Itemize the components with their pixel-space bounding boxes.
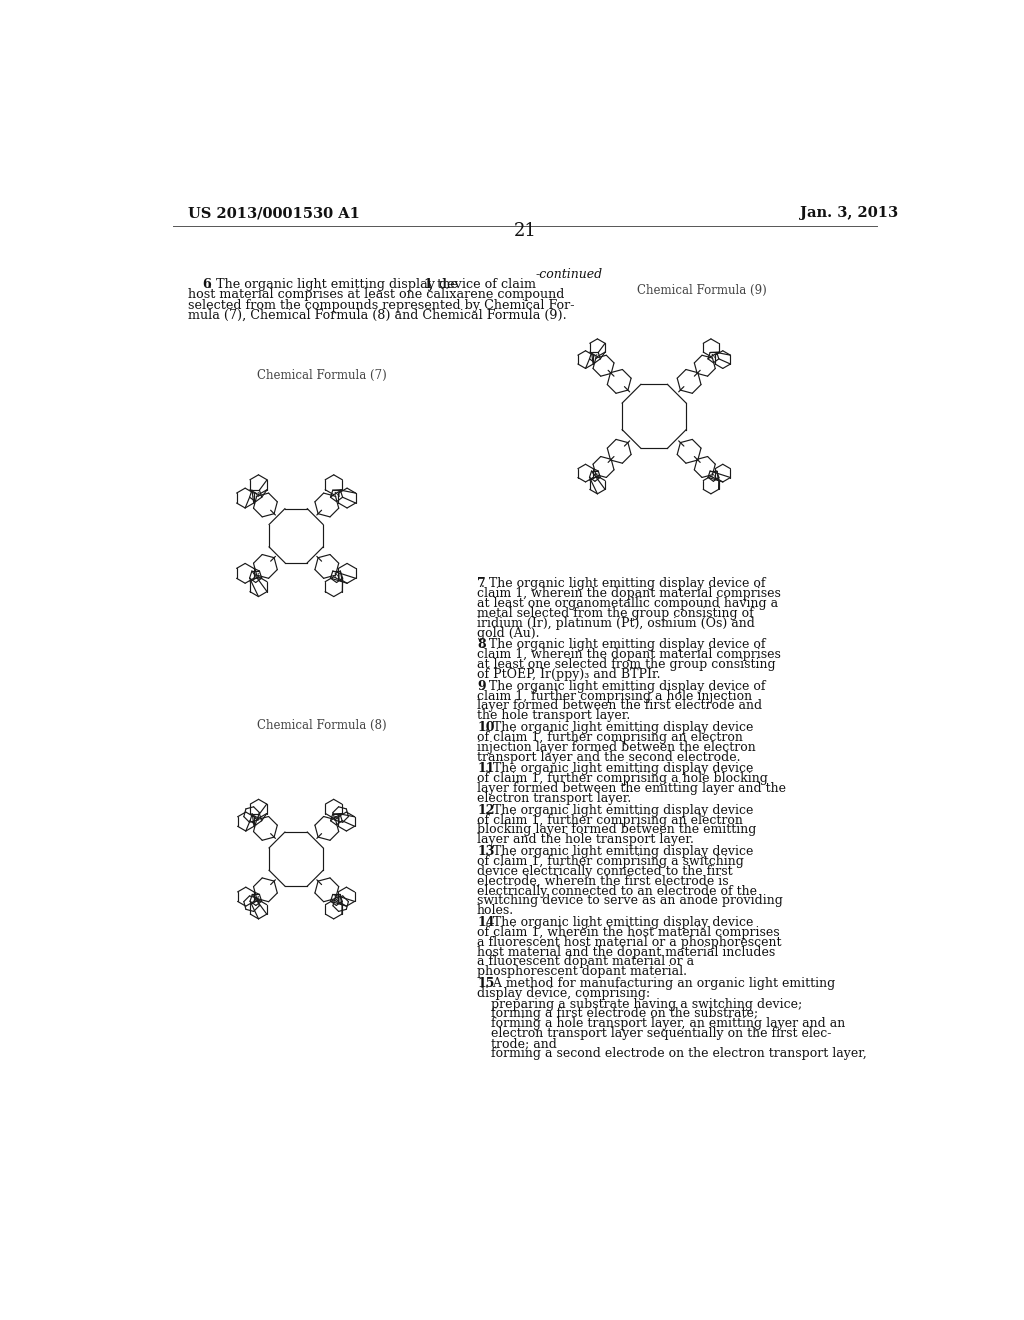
Text: host material and the dopant material includes: host material and the dopant material in… (477, 945, 775, 958)
Text: . The organic light emitting display device of: . The organic light emitting display dev… (481, 577, 766, 590)
Text: gold (Au).: gold (Au). (477, 627, 540, 640)
Text: display device, comprising:: display device, comprising: (477, 987, 650, 1001)
Text: electron transport layer.: electron transport layer. (477, 792, 632, 805)
Text: -continued: -continued (536, 268, 603, 281)
Text: of claim 1, further comprising a hole blocking: of claim 1, further comprising a hole bl… (477, 772, 768, 785)
Text: a fluorescent host material or a phosphorescent: a fluorescent host material or a phospho… (477, 936, 781, 949)
Text: . The organic light emitting display device: . The organic light emitting display dev… (485, 916, 754, 929)
Text: N: N (333, 895, 340, 903)
Text: 12: 12 (477, 804, 495, 817)
Text: electron transport layer sequentially on the first elec-: electron transport layer sequentially on… (490, 1027, 831, 1040)
Text: blocking layer formed between the emitting: blocking layer formed between the emitti… (477, 824, 757, 837)
Text: N: N (592, 352, 598, 362)
Text: . The organic light emitting display device: . The organic light emitting display dev… (485, 845, 754, 858)
Text: Chemical Formula (9): Chemical Formula (9) (637, 284, 767, 297)
Text: N: N (333, 491, 340, 499)
Text: US 2013/0001530 A1: US 2013/0001530 A1 (188, 206, 360, 220)
Text: layer formed between the first electrode and: layer formed between the first electrode… (477, 700, 762, 713)
Text: 8: 8 (477, 639, 485, 651)
Text: at least one organometallic compound having a: at least one organometallic compound hav… (477, 597, 778, 610)
Text: 7: 7 (477, 577, 485, 590)
Text: 15: 15 (477, 977, 495, 990)
Text: 21: 21 (513, 222, 537, 239)
Text: trode; and: trode; and (490, 1038, 557, 1049)
Text: a fluorescent dopant material or a: a fluorescent dopant material or a (477, 956, 694, 969)
Text: the hole transport layer.: the hole transport layer. (477, 709, 631, 722)
Text: device electrically connected to the first: device electrically connected to the fir… (477, 865, 733, 878)
Text: mula (7), Chemical Formula (8) and Chemical Formula (9).: mula (7), Chemical Formula (8) and Chemi… (188, 309, 567, 322)
Text: host material comprises at least one calixarene compound: host material comprises at least one cal… (188, 288, 564, 301)
Text: 6: 6 (202, 277, 211, 290)
Text: Jan. 3, 2013: Jan. 3, 2013 (801, 206, 899, 220)
Text: . The organic light emitting display device of: . The organic light emitting display dev… (481, 639, 766, 651)
Text: forming a hole transport layer, an emitting layer and an: forming a hole transport layer, an emitt… (490, 1018, 845, 1030)
Text: holes.: holes. (477, 904, 514, 917)
Text: of claim 1, wherein the host material comprises: of claim 1, wherein the host material co… (477, 925, 779, 939)
Text: . The organic light emitting display device of: . The organic light emitting display dev… (481, 680, 766, 693)
Text: switching device to serve as an anode providing: switching device to serve as an anode pr… (477, 895, 783, 907)
Text: N: N (253, 814, 259, 822)
Text: 10: 10 (477, 721, 495, 734)
Text: , the: , the (429, 277, 458, 290)
Text: N: N (333, 814, 340, 822)
Text: N: N (333, 572, 340, 581)
Text: electrically connected to an electrode of the: electrically connected to an electrode o… (477, 884, 757, 898)
Text: iridium (Ir), platinum (Pt), osmium (Os) and: iridium (Ir), platinum (Pt), osmium (Os)… (477, 616, 755, 630)
Text: layer formed between the emitting layer and the: layer formed between the emitting layer … (477, 781, 786, 795)
Text: N: N (252, 572, 259, 581)
Text: preparing a substrate having a switching device;: preparing a substrate having a switching… (490, 998, 802, 1011)
Text: selected from the compounds represented by Chemical For-: selected from the compounds represented … (188, 298, 574, 312)
Text: Chemical Formula (7): Chemical Formula (7) (257, 368, 386, 381)
Text: of claim 1, further comprising an electron: of claim 1, further comprising an electr… (477, 813, 743, 826)
Text: . The organic light emitting display device: . The organic light emitting display dev… (485, 721, 754, 734)
Text: forming a first electrode on the substrate;: forming a first electrode on the substra… (490, 1007, 758, 1020)
Text: . The organic light emitting display device: . The organic light emitting display dev… (485, 804, 754, 817)
Text: of claim 1, further comprising an electron: of claim 1, further comprising an electr… (477, 731, 743, 744)
Text: forming a second electrode on the electron transport layer,: forming a second electrode on the electr… (490, 1047, 866, 1060)
Text: of claim 1, further comprising a switching: of claim 1, further comprising a switchi… (477, 855, 743, 869)
Text: 13: 13 (477, 845, 495, 858)
Text: Chemical Formula (8): Chemical Formula (8) (257, 719, 386, 733)
Text: N: N (252, 491, 259, 499)
Text: 14: 14 (477, 916, 495, 929)
Text: claim 1, wherein the dopant material comprises: claim 1, wherein the dopant material com… (477, 587, 781, 601)
Text: N: N (253, 895, 259, 903)
Text: N: N (711, 352, 717, 362)
Text: . The organic light emitting display device of claim: . The organic light emitting display dev… (208, 277, 540, 290)
Text: N: N (711, 471, 717, 479)
Text: claim 1, wherein the dopant material comprises: claim 1, wherein the dopant material com… (477, 648, 781, 661)
Text: layer and the hole transport layer.: layer and the hole transport layer. (477, 833, 694, 846)
Text: 9: 9 (477, 680, 485, 693)
Text: . A method for manufacturing an organic light emitting: . A method for manufacturing an organic … (485, 977, 836, 990)
Text: phosphorescent dopant material.: phosphorescent dopant material. (477, 965, 687, 978)
Text: 1: 1 (424, 277, 432, 290)
Text: claim 1, further comprising a hole injection: claim 1, further comprising a hole injec… (477, 689, 753, 702)
Text: of PtOEP, Ir(ppy)₃ and BTPIr.: of PtOEP, Ir(ppy)₃ and BTPIr. (477, 668, 660, 681)
Text: 11: 11 (477, 763, 495, 775)
Text: at least one selected from the group consisting: at least one selected from the group con… (477, 659, 776, 671)
Text: metal selected from the group consisting of: metal selected from the group consisting… (477, 607, 754, 620)
Text: injection layer formed between the electron: injection layer formed between the elect… (477, 741, 756, 754)
Text: . The organic light emitting display device: . The organic light emitting display dev… (485, 763, 754, 775)
Text: electrode, wherein the first electrode is: electrode, wherein the first electrode i… (477, 875, 729, 887)
Text: N: N (592, 471, 598, 479)
Text: transport layer and the second electrode.: transport layer and the second electrode… (477, 751, 740, 763)
